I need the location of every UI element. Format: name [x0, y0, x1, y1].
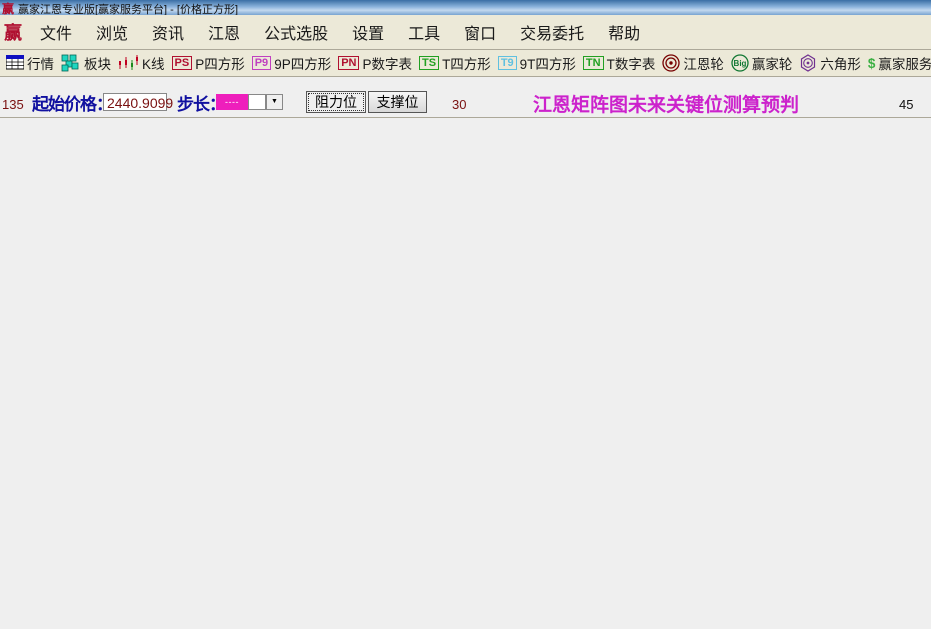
svg-text:赢: 赢	[2, 2, 14, 15]
svg-text:Big: Big	[733, 59, 746, 68]
